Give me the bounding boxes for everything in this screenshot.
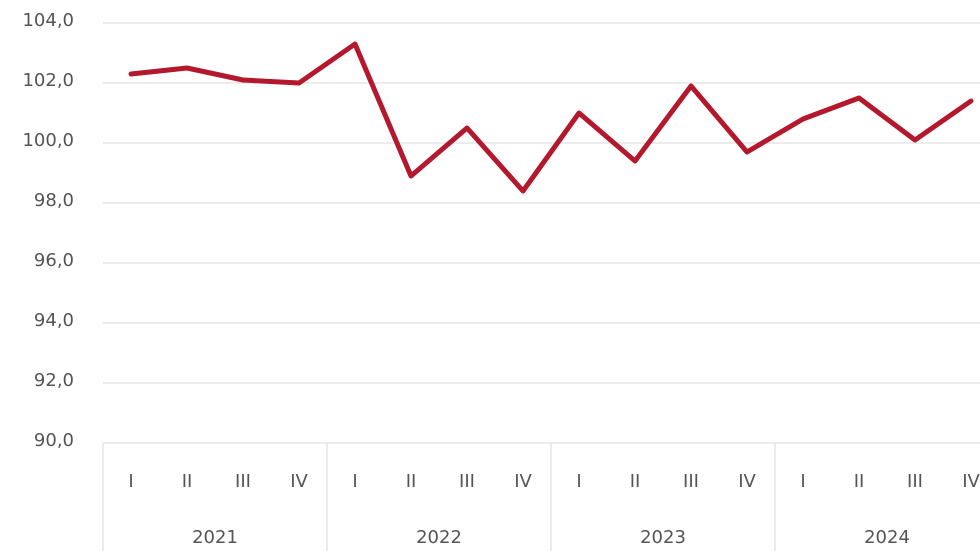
y-tick-label: 94,0 xyxy=(34,310,74,331)
x-tick-label: III xyxy=(907,471,923,492)
y-tick-label: 98,0 xyxy=(34,190,74,211)
y-tick-label: 96,0 xyxy=(34,250,74,271)
x-tick-label: II xyxy=(854,471,865,492)
x-tick-label: I xyxy=(576,471,581,492)
x-tick-label: II xyxy=(406,471,417,492)
data-line xyxy=(128,41,974,194)
x-group-label: 2022 xyxy=(416,527,462,548)
x-tick-label: III xyxy=(235,471,251,492)
x-tick-label: II xyxy=(182,471,193,492)
x-tick-label: IV xyxy=(290,471,308,492)
x-tick-label: III xyxy=(683,471,699,492)
x-tick-label: I xyxy=(352,471,357,492)
x-tick-label: IV xyxy=(738,471,756,492)
x-tick-label: II xyxy=(630,471,641,492)
y-tick-label: 92,0 xyxy=(34,370,74,391)
x-tick-label: I xyxy=(128,471,133,492)
x-group-label: 2021 xyxy=(192,527,238,548)
y-tick-label: 104,0 xyxy=(22,10,74,31)
x-tick-label: I xyxy=(800,471,805,492)
x-group-label: 2023 xyxy=(640,527,686,548)
x-tick-label: IV xyxy=(962,471,980,492)
x-tick-label: III xyxy=(459,471,475,492)
y-tick-label: 100,0 xyxy=(22,130,74,151)
y-tick-label: 102,0 xyxy=(22,70,74,91)
x-group-label: 2024 xyxy=(864,527,910,548)
y-tick-label: 90,0 xyxy=(34,430,74,451)
x-tick-label: IV xyxy=(514,471,532,492)
